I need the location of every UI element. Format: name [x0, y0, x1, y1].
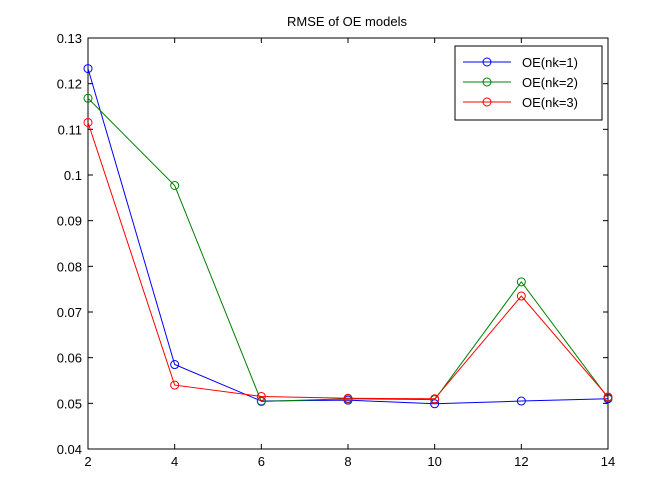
data-point — [603, 392, 613, 402]
chart-title: RMSE of OE models — [287, 14, 407, 29]
y-tick-label: 0.06 — [57, 351, 82, 366]
data-point — [516, 396, 526, 406]
legend-box — [454, 45, 603, 121]
data-point — [170, 380, 180, 390]
x-tick-label: 2 — [84, 454, 91, 469]
data-point — [83, 93, 93, 103]
legend-label: OE(nk=2) — [522, 75, 578, 90]
data-point — [430, 394, 440, 404]
y-tick-label: 0.13 — [57, 31, 82, 46]
data-point — [170, 360, 180, 370]
data-point — [516, 277, 526, 287]
data-point — [170, 181, 180, 191]
y-tick-label: 0.08 — [57, 259, 82, 274]
data-point — [516, 291, 526, 301]
y-tick-label: 0.05 — [57, 396, 82, 411]
series-line-1 — [87, 68, 609, 405]
data-point — [256, 391, 266, 401]
y-tick-label: 0.1 — [64, 168, 82, 183]
y-tick-label: 0.04 — [57, 442, 82, 457]
y-tick-label: 0.09 — [57, 214, 82, 229]
data-point — [343, 393, 353, 403]
x-tick-label: 6 — [258, 454, 265, 469]
legend-marker — [482, 97, 492, 107]
legend-marker — [482, 77, 492, 87]
x-tick-label: 8 — [344, 454, 351, 469]
x-tick-label: 10 — [427, 454, 441, 469]
x-tick-label: 14 — [601, 454, 615, 469]
data-point — [83, 64, 93, 74]
y-tick-label: 0.11 — [58, 122, 82, 137]
x-tick-label: 12 — [514, 454, 528, 469]
legend-marker — [482, 57, 492, 67]
legend-label: OE(nk=3) — [522, 95, 578, 110]
series-line-3 — [87, 122, 609, 400]
y-tick-label: 0.07 — [57, 305, 82, 320]
data-point — [83, 117, 93, 127]
x-tick-label: 4 — [171, 454, 178, 469]
y-tick-label: 0.12 — [57, 77, 82, 92]
data-point — [256, 397, 266, 407]
legend-label: OE(nk=1) — [522, 55, 578, 70]
